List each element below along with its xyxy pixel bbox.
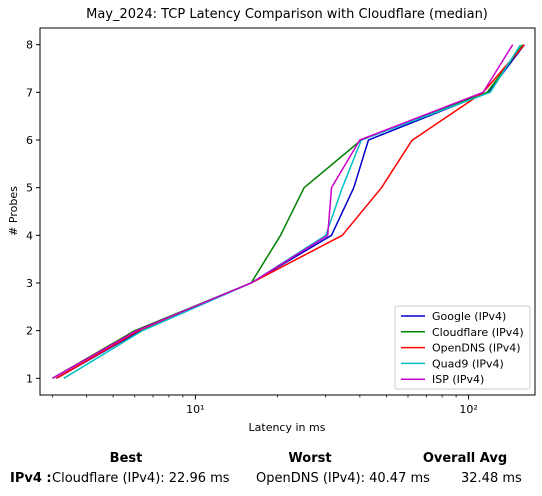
worst-value: OpenDNS (IPv4): 40.47 ms: [256, 471, 430, 486]
plot-frame: [39, 27, 536, 396]
chart-title: May_2024: TCP Latency Comparison with Cl…: [86, 7, 488, 22]
legend: Google (IPv4) Cloudflare (IPv4) OpenDNS (I…: [394, 305, 531, 390]
legend-label: Google (IPv4): [432, 310, 506, 323]
legend-label: OpenDNS (IPv4): [432, 342, 521, 355]
x-axis-label: Latency in ms: [249, 421, 326, 434]
y-tick-label: 3: [26, 277, 33, 290]
axis-ticks: 1 2 3 4 5 6 7 8 10¹ 10²: [26, 39, 478, 416]
y-tick-label: 6: [26, 134, 33, 147]
y-axis-label: # Probes: [7, 186, 20, 236]
y-tick-label: 7: [26, 86, 33, 99]
worst-header: Worst: [288, 451, 332, 466]
y-tick-label: 8: [26, 39, 33, 52]
best-value: Cloudflare (IPv4): 22.96 ms: [52, 471, 230, 486]
avg-header: Overall Avg: [422, 451, 508, 466]
y-tick-label: 1: [26, 372, 33, 385]
avg-value: 32.48 ms: [461, 471, 522, 486]
latency-chart: May_2024: TCP Latency Comparison with Cl…: [7, 7, 536, 434]
legend-label: Quad9 (IPv4): [432, 357, 504, 370]
series-line-3: [63, 44, 522, 379]
x-tick-label: 10¹: [186, 403, 204, 416]
series-lines: [52, 44, 525, 379]
x-tick-label: 10²: [459, 403, 477, 416]
series-line-4: [52, 44, 514, 379]
legend-label: Cloudflare (IPv4): [432, 326, 524, 339]
y-tick-label: 2: [26, 325, 33, 338]
legend-box: [394, 305, 531, 390]
legend-label: ISP (IPv4): [432, 373, 484, 386]
y-tick-label: 5: [26, 182, 33, 195]
y-tick-label: 4: [26, 229, 33, 242]
ipv4-row-label: IPv4 :: [10, 471, 52, 486]
best-header: Best: [109, 451, 143, 466]
